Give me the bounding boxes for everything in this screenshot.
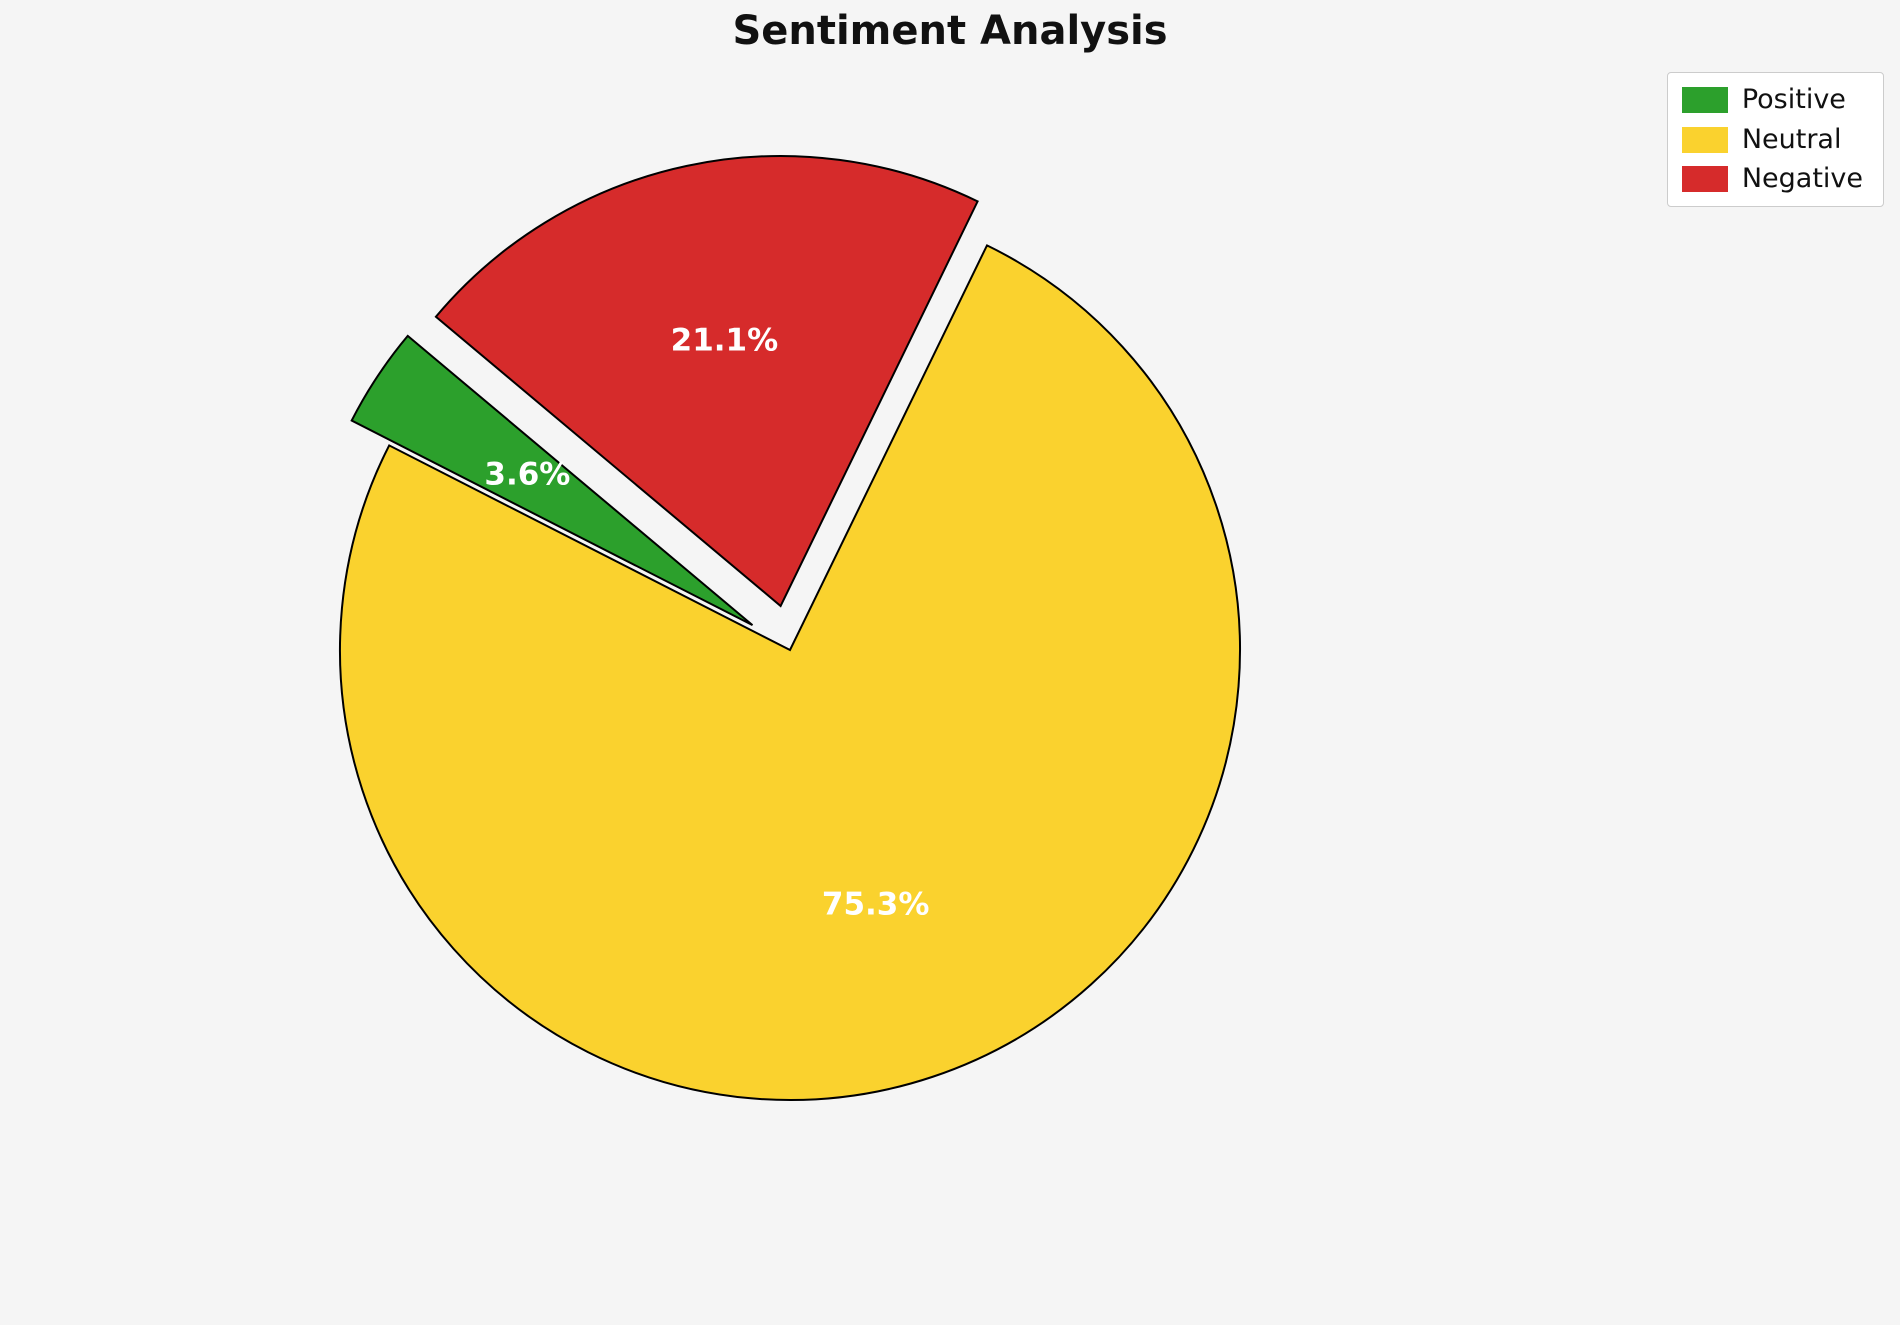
legend-item-positive: Positive (1681, 84, 1863, 115)
pie-slice-positive (350, 334, 754, 627)
percent-label-neutral: 75.3% (822, 887, 930, 923)
legend-label-neutral: Neutral (1741, 123, 1842, 155)
legend-label-positive: Positive (1741, 84, 1846, 115)
pie-slice-negative (434, 155, 979, 608)
legend-swatch-positive (1681, 86, 1728, 113)
legend: Positive Neutral Negative (1666, 72, 1884, 208)
legend-item-negative: Negative (1681, 163, 1863, 195)
percent-label-positive: 3.6% (484, 457, 570, 493)
legend-swatch-neutral (1681, 126, 1728, 153)
legend-label-negative: Negative (1741, 163, 1863, 195)
pie-slice-neutral (338, 244, 1241, 1101)
legend-item-neutral: Neutral (1681, 123, 1863, 155)
chart-title: Sentiment Analysis (732, 8, 1168, 54)
percent-label-negative: 21.1% (671, 322, 779, 358)
legend-swatch-negative (1681, 166, 1728, 193)
